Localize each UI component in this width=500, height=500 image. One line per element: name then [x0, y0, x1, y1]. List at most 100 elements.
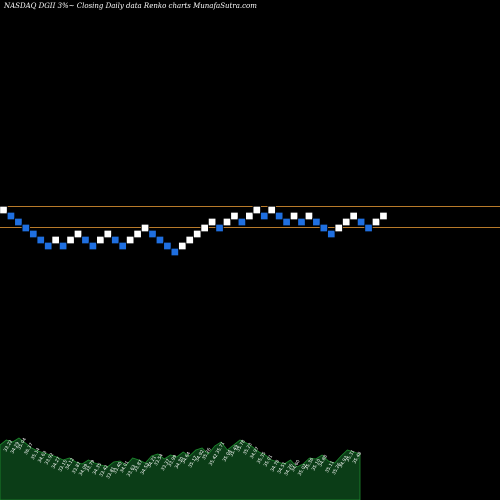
volume-label: 34.60: [290, 459, 302, 473]
volume-label: 34.97: [249, 446, 261, 460]
renko-brick-down: [319, 223, 329, 233]
renko-brick-up: [0, 205, 8, 215]
volume-label: 33.81: [105, 466, 117, 480]
renko-brick-down: [81, 235, 90, 245]
volume-label: 34.21: [146, 455, 158, 469]
renko-brick-up: [51, 235, 60, 245]
volume-label: 34.29: [9, 441, 21, 455]
renko-brick-down: [14, 217, 23, 227]
renko-brick-up: [185, 235, 194, 245]
renko-brick-down: [163, 241, 172, 251]
volume-label: 33.37: [160, 458, 172, 472]
volume-label: 35.26: [201, 447, 213, 461]
renko-brick-down: [21, 223, 31, 233]
volume-label: 33.42: [98, 464, 110, 478]
volume-labels: 33.2234.2935.0436.3735.1434.6333.9234.27…: [3, 437, 364, 480]
renko-brick-up: [193, 229, 202, 239]
volume-area: [0, 437, 361, 500]
renko-brick-up: [371, 217, 381, 227]
volume-label: 33.87: [71, 461, 83, 475]
renko-brick-down: [111, 235, 120, 245]
volume-label: 33.54: [153, 453, 165, 467]
volume-label: 35.23: [242, 442, 254, 456]
renko-brick-up: [178, 241, 187, 251]
renko-brick-up: [334, 223, 343, 233]
volume-label: 35.02: [297, 463, 309, 477]
renko-brick-up: [66, 235, 75, 245]
renko-brick-down: [170, 247, 180, 257]
volume-label: 35.35: [256, 451, 268, 465]
renko-brick-down: [36, 235, 45, 245]
volume-label: 34.64: [180, 451, 192, 465]
renko-brick-down: [29, 229, 38, 239]
renko-brick-up: [103, 229, 112, 239]
volume-label: 35.71: [215, 441, 227, 455]
volume-label: 35.42: [208, 453, 220, 467]
volume-label: 35.49: [228, 444, 240, 458]
chart-title: NASDAQ DGII 3%~ Closing Daily data Renko…: [3, 2, 257, 10]
reference-lines: [0, 206, 500, 228]
volume-label: 35.17: [187, 455, 199, 469]
renko-brick-down: [148, 229, 157, 239]
volume-label: 34.53: [139, 462, 151, 476]
volume-label: 34.35: [91, 462, 103, 476]
volume-label: 35.04: [222, 449, 234, 463]
renko-brick-down: [356, 217, 366, 227]
renko-brick-down: [58, 241, 68, 251]
renko-brick-up: [96, 235, 105, 245]
volume-label: 33.79: [85, 459, 97, 473]
volume-label: 34.93: [338, 455, 350, 469]
volume-label: 33.87: [133, 459, 145, 473]
renko-brick-up: [267, 205, 276, 215]
renko-brick-down: [155, 235, 165, 245]
volume-label: 34.01: [119, 460, 131, 474]
volume-label: 35.36: [304, 457, 316, 471]
renko-brick-up: [73, 229, 83, 239]
volume-label: 34.78: [269, 459, 281, 473]
renko-brick-down: [237, 217, 247, 227]
volume-label: 34.63: [37, 450, 49, 464]
volume-label: 33.40: [112, 461, 124, 475]
renko-brick-down: [88, 241, 98, 251]
volume-area-shape: [0, 437, 361, 500]
renko-brick-up: [304, 211, 314, 221]
renko-brick-down: [6, 211, 16, 221]
volume-label: 34.09: [78, 463, 90, 477]
renko-brick-up: [230, 211, 239, 221]
renko-brick-up: [126, 235, 135, 245]
renko-brick-up: [245, 211, 254, 221]
renko-brick-up: [200, 223, 209, 233]
volume-label: 34.88: [317, 454, 329, 468]
renko-bricks: [0, 205, 388, 257]
volume-label: 33.63: [126, 464, 138, 478]
volume-label: 35.01: [263, 454, 275, 468]
renko-brick-down: [118, 241, 127, 251]
renko-brick-up: [140, 223, 150, 233]
renko-brick-down: [215, 223, 224, 233]
renko-brick-down: [312, 217, 321, 227]
volume-label: 34.30: [174, 456, 186, 470]
renko-brick-down: [327, 229, 336, 239]
volume-label: 35.48: [352, 451, 364, 465]
renko-brick-down: [364, 223, 373, 233]
volume-label: 33.92: [44, 452, 56, 466]
renko-brick-up: [289, 211, 299, 221]
renko-brick-down: [282, 217, 291, 227]
volume-label: 33.15: [57, 459, 69, 473]
volume-label: 33.22: [3, 439, 15, 453]
volume-label: 34.26: [283, 463, 295, 477]
volume-label: 35.04: [16, 437, 28, 451]
renko-brick-down: [260, 211, 269, 221]
renko-brick-down: [274, 211, 284, 221]
volume-label: 36.37: [23, 442, 35, 456]
volume-label: 35.14: [30, 447, 42, 461]
renko-brick-up: [349, 211, 358, 221]
renko-brick-up: [342, 217, 351, 227]
renko-brick-up: [207, 217, 217, 227]
renko-brick-up: [379, 211, 388, 221]
volume-label: 34.27: [50, 456, 62, 470]
volume-label: 35.26: [331, 462, 343, 476]
volume-label: 34.12: [64, 457, 76, 471]
